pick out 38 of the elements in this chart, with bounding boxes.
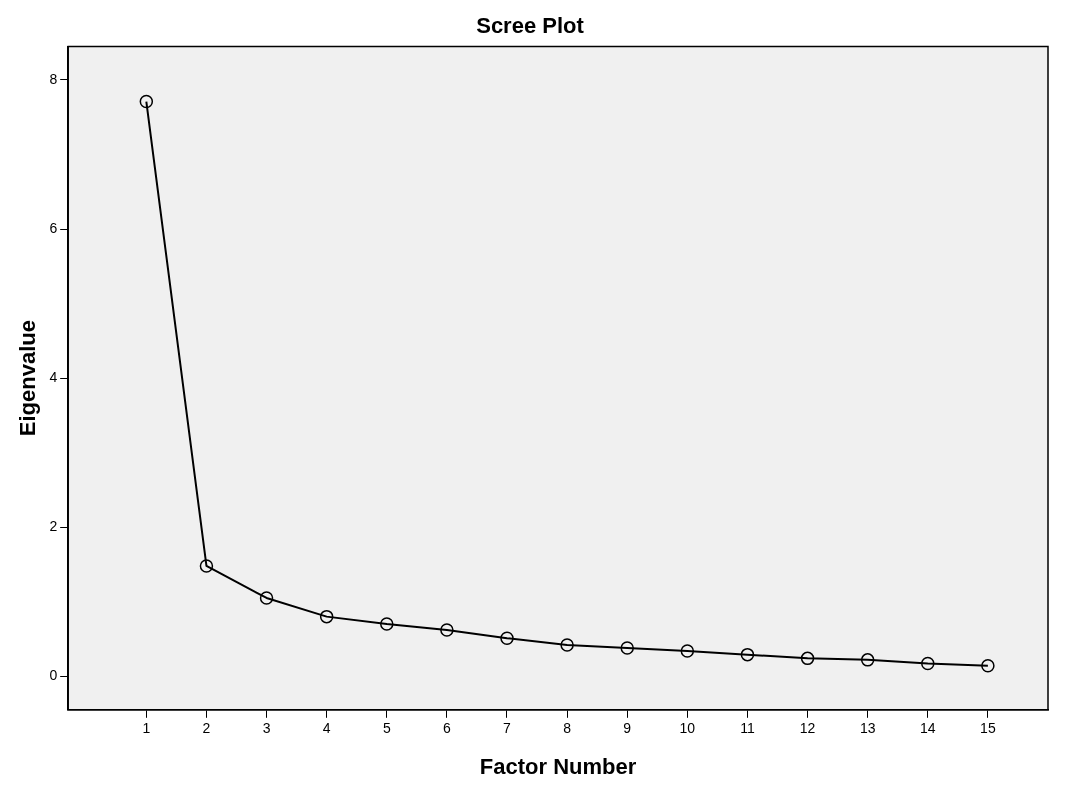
point: [740, 647, 755, 662]
x-tick-label: 9: [623, 720, 632, 737]
point: [139, 94, 154, 109]
y-tick-label: 6: [49, 219, 58, 236]
x-tick-label: 10: [679, 720, 696, 737]
x-tick-label: 14: [919, 720, 936, 737]
y-tick-label: 4: [49, 368, 58, 385]
x-tick-label: 13: [859, 720, 876, 737]
x-tick-label: 1: [142, 720, 151, 737]
point: [319, 609, 334, 624]
y-tick-label: 0: [49, 667, 58, 684]
chart-title: Scree Plot: [476, 13, 585, 39]
point: [620, 641, 634, 655]
y-tick-label: 2: [49, 518, 58, 535]
point: [921, 656, 935, 671]
point: [800, 651, 815, 666]
x-tick-label: 5: [382, 720, 391, 737]
point: [199, 559, 214, 573]
point: [440, 623, 454, 637]
point: [981, 659, 995, 673]
x-tick-label: 11: [740, 720, 755, 737]
point: [500, 631, 514, 645]
x-tick-label: 7: [503, 720, 512, 737]
point: [259, 591, 274, 605]
x-tick-label: 12: [799, 720, 816, 737]
x-tick-label: 2: [202, 720, 211, 737]
point: [680, 644, 695, 658]
x-tick-label: 4: [322, 720, 331, 737]
x-tick-label: 8: [563, 720, 572, 737]
point: [380, 617, 394, 631]
y-tick-label: 8: [49, 70, 58, 87]
x-tick-label: 15: [980, 720, 996, 737]
x-tick-label: 3: [262, 720, 271, 737]
y-axis-title: Eigenvalue: [15, 320, 41, 437]
point: [860, 653, 875, 667]
x-tick-label: 6: [442, 720, 451, 737]
point: [560, 638, 574, 652]
x-axis-title: Factor Number: [479, 753, 637, 779]
